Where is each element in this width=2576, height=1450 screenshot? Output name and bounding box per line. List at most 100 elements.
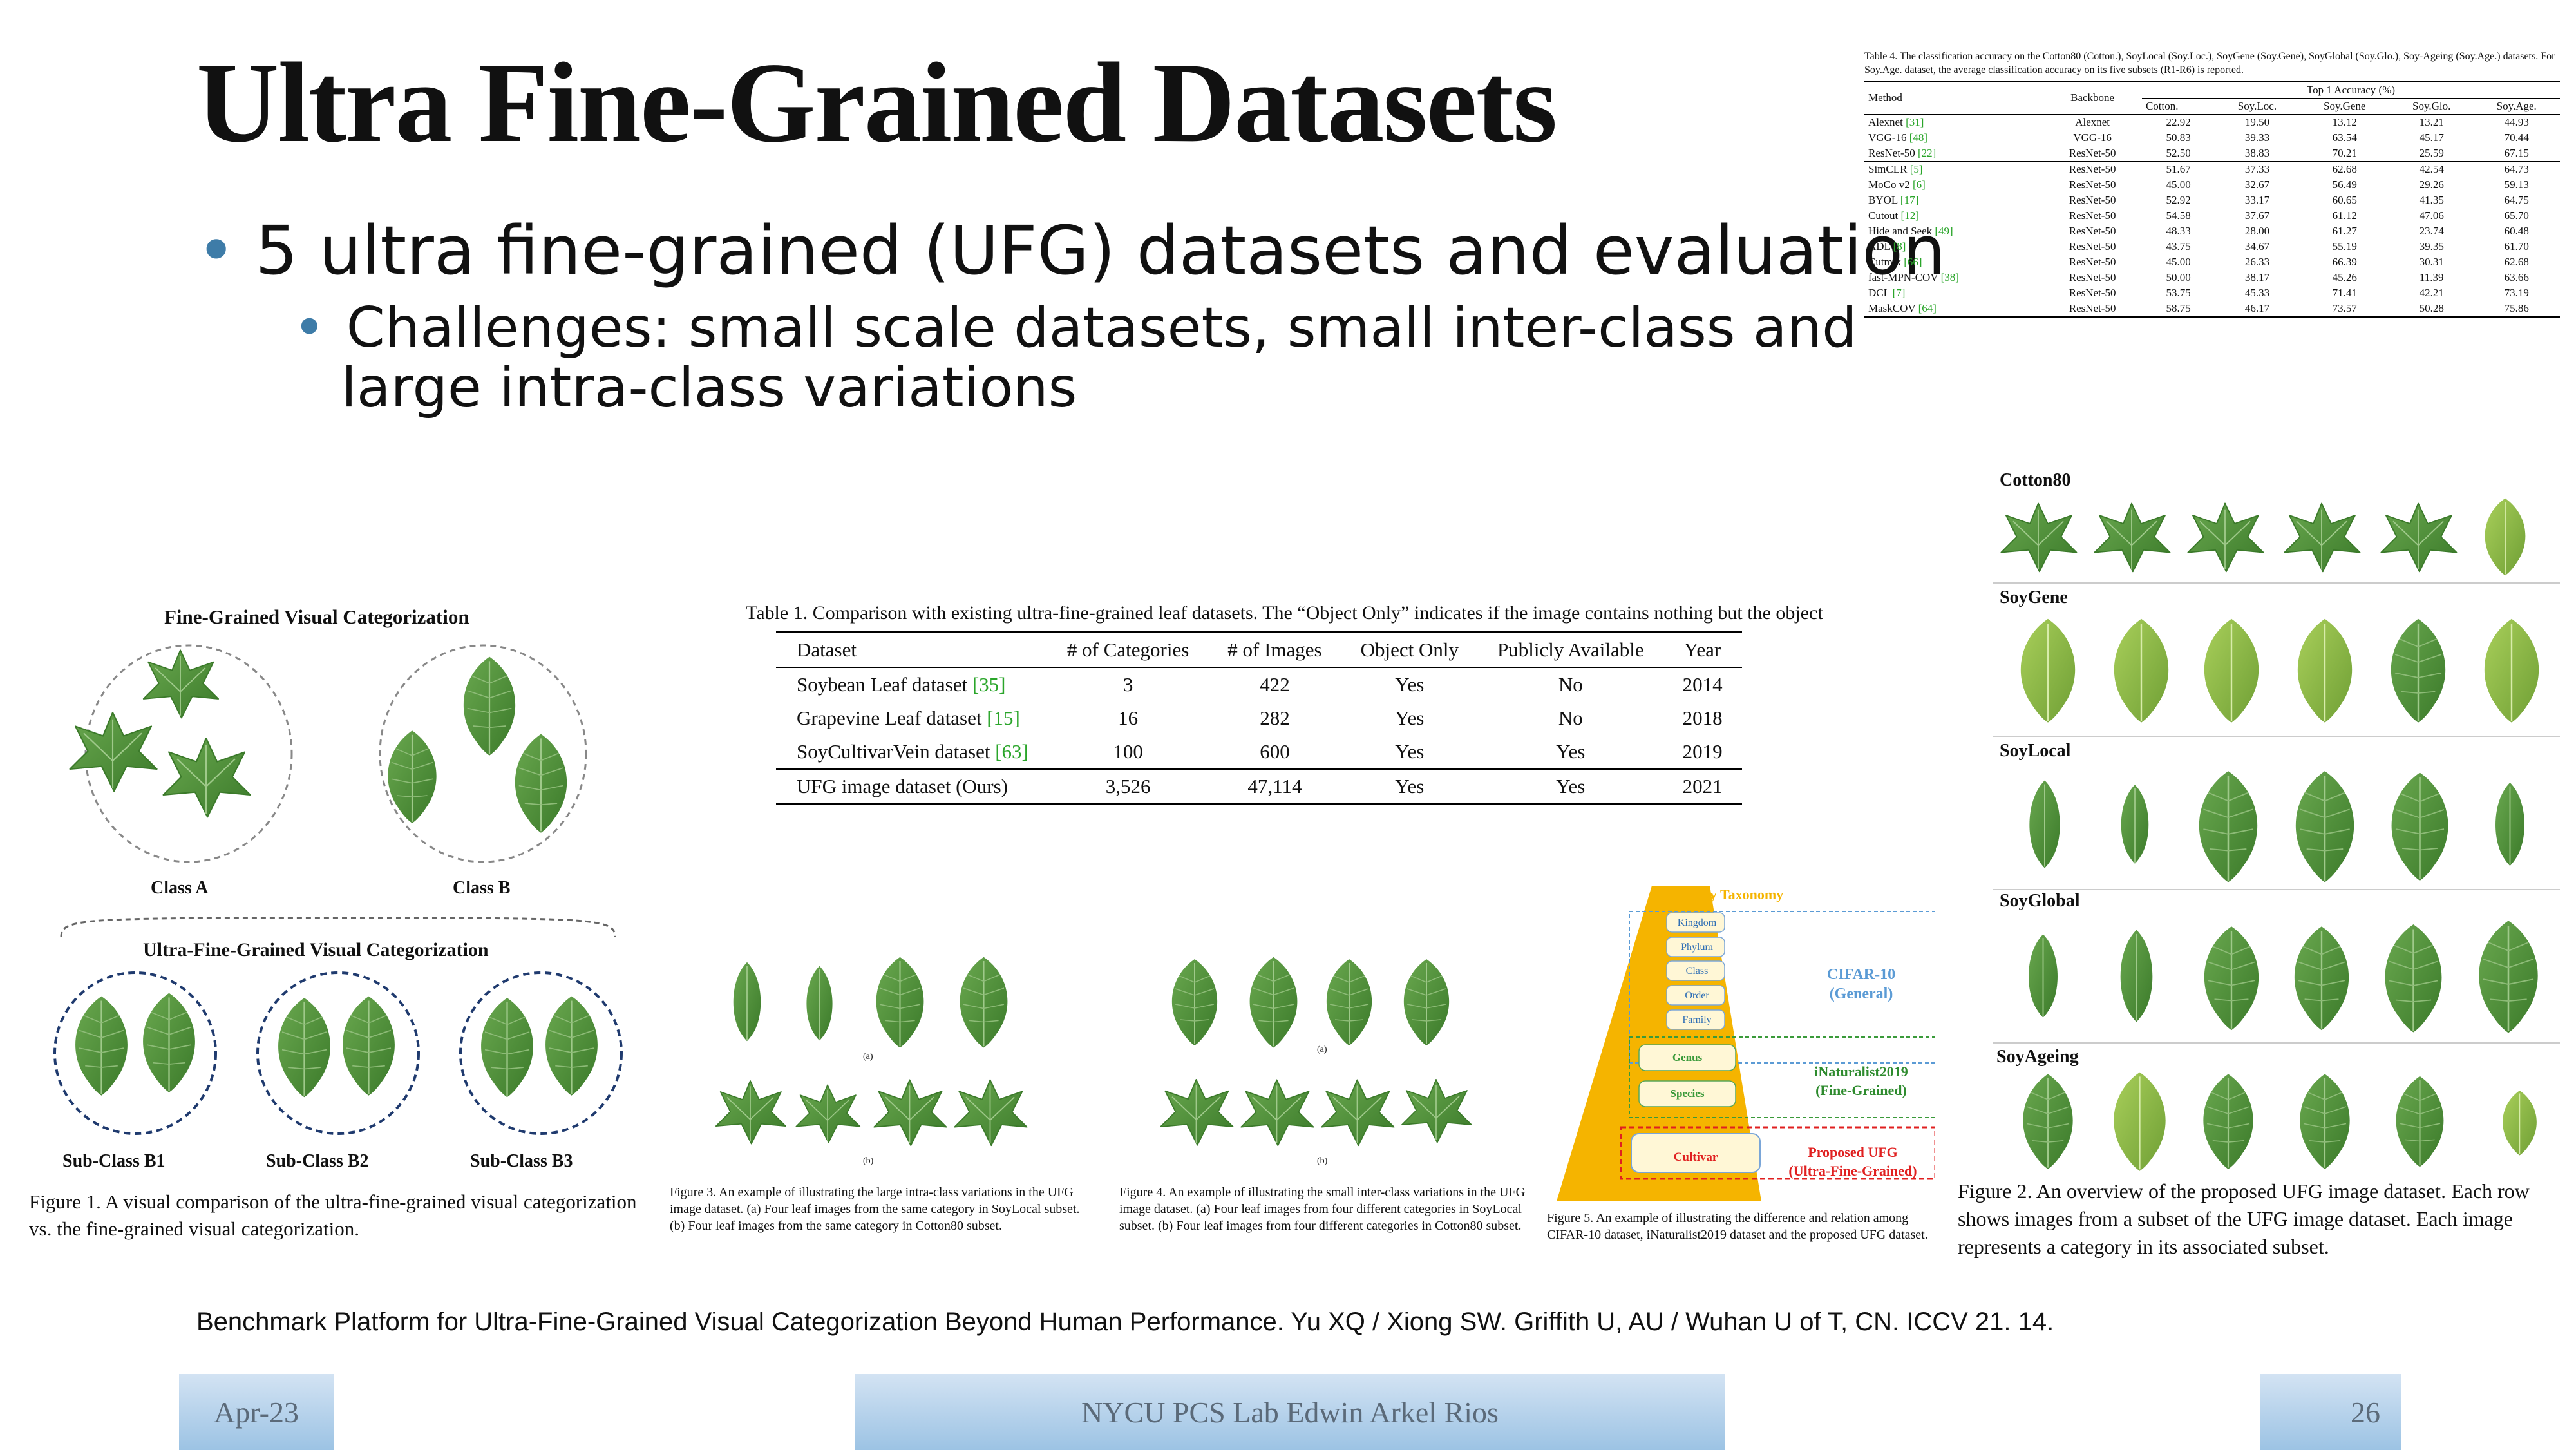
table1-cell: Yes	[1395, 673, 1425, 696]
table4-method: VGG-16	[1868, 131, 1907, 144]
table4-ref: [5]	[1909, 162, 1923, 175]
table4-value: 34.67	[2244, 240, 2270, 253]
table4-backbone: ResNet-50	[2069, 240, 2116, 253]
table1-cell: 600	[1260, 740, 1290, 763]
table4-method-cell: Hide and Seek [49]	[1864, 224, 2043, 239]
bullet-sub-line1: Challenges: small scale datasets, small …	[346, 296, 1857, 360]
table4-value: 66.39	[2332, 255, 2357, 268]
fig2-row-soyageing: SoyAgeing	[1996, 1047, 2079, 1067]
table4-value: 29.26	[2419, 178, 2444, 191]
fig2-soyglobal-leaves	[2027, 919, 2539, 1034]
bullet-main-text: 5 ultra fine-grained (UFG) datasets and …	[255, 211, 1946, 290]
table4-value: 70.21	[2332, 146, 2357, 159]
fig1-sub-b2: Sub-Class B2	[266, 1151, 369, 1171]
footer-date-box: Apr-23	[179, 1374, 334, 1450]
fig5-level-class: Class	[1685, 966, 1709, 977]
table4-method: Cutmix	[1868, 255, 1902, 268]
table4-backbone: Alexnet	[2075, 115, 2110, 128]
table4-value: 62.68	[2332, 162, 2357, 175]
table4-value: 54.58	[2166, 209, 2191, 222]
table4-value: 32.67	[2244, 178, 2270, 191]
table4-col-header: Soy.Glo.	[2412, 99, 2451, 112]
table1-cell: 282	[1260, 707, 1290, 729]
table4-value: 60.48	[2504, 224, 2529, 237]
fig5-inat-label: iNaturalist2019 (Fine-Grained)	[1784, 1063, 1938, 1100]
table4-value: 22.92	[2166, 115, 2191, 128]
table4-method-cell: MaskCOV [64]	[1864, 301, 2043, 317]
table1-row-ours: UFG image dataset (Ours) 3,526 47,114 Ye…	[776, 769, 1742, 805]
table4-value: 43.75	[2166, 240, 2191, 253]
table1-cell: Yes	[1395, 775, 1425, 797]
fig4-label-b: (b)	[1317, 1156, 1328, 1166]
table4-ref: [64]	[1918, 301, 1937, 314]
table4-value: 30.31	[2419, 255, 2444, 268]
table4-method: MoCo v2	[1868, 178, 1910, 191]
table4-value: 61.12	[2332, 209, 2357, 222]
table4-value: 63.54	[2332, 131, 2357, 144]
fig1-graphic	[60, 644, 616, 938]
bullet-dot: •	[293, 296, 326, 360]
table4-method-cell: VGG-16 [48]	[1864, 130, 2043, 146]
table1-cell: 3,526	[1105, 775, 1151, 797]
table4-value: 64.75	[2504, 193, 2529, 206]
table4-value: 13.12	[2332, 115, 2357, 128]
table1-cell: Yes	[1556, 740, 1586, 763]
fig5-graphic	[1557, 886, 1935, 1201]
table4-value: 45.00	[2166, 178, 2191, 191]
fig3-caption: Figure 3. An example of illustrating the…	[670, 1185, 1080, 1233]
fig4-graphic	[1160, 956, 1472, 1147]
table1-header: # of Categories	[1066, 638, 1189, 661]
fig2-caption: Figure 2. An overview of the proposed UF…	[1958, 1179, 2530, 1259]
fig2-soygene-leaves	[2020, 618, 2540, 723]
table4-value: 48.33	[2166, 224, 2191, 237]
table4-row: MaskCOV [64] ResNet-50 58.75 46.17 73.57 50.2…	[1864, 301, 2560, 317]
table4-method-cell: fast-MPN-COV [38]	[1864, 270, 2043, 285]
table4-value: 73.57	[2332, 301, 2357, 314]
fig4-label-a: (a)	[1317, 1045, 1327, 1054]
table4-value: 65.70	[2504, 209, 2529, 222]
table4-value: 59.13	[2504, 178, 2529, 191]
table4-ref: [12]	[1900, 209, 1919, 222]
table1-dataset-cell: SoyCultivarVein dataset [63]	[776, 735, 1048, 769]
table4-value: 62.68	[2504, 255, 2529, 268]
fig2-divider	[1993, 582, 2560, 584]
table4-row: Cutmix [66] ResNet-50 45.00 26.33 66.39 30.31…	[1864, 254, 2560, 270]
bullet-sub: • Challenges: small scale datasets, small…	[293, 298, 1857, 359]
table4-value: 44.93	[2504, 115, 2529, 128]
table1-ref: [63]	[995, 740, 1028, 763]
table1-grid: Dataset # of Categories # of Images Object …	[776, 631, 1742, 805]
fig2-row-soyglobal: SoyGlobal	[2000, 891, 2080, 911]
fig5-ufg-sub: (Ultra-Fine-Grained)	[1788, 1162, 1917, 1179]
page-number: 26	[2351, 1395, 2380, 1429]
table4-value: 63.66	[2504, 271, 2529, 283]
fig5-ufg-name: Proposed UFG	[1808, 1144, 1898, 1160]
table4-value: 61.70	[2504, 240, 2529, 253]
fig5-cifar-sub: (General)	[1829, 986, 1893, 1002]
table4-value: 42.21	[2419, 286, 2444, 299]
table4-value: 51.67	[2166, 162, 2191, 175]
fig5-inat-name: iNaturalist2019	[1814, 1064, 1908, 1080]
table1-dataset-name: Soybean Leaf dataset	[797, 673, 968, 696]
table4-value: 23.74	[2419, 224, 2444, 237]
table4-ref: [38]	[1940, 271, 1959, 283]
table4-row: ADL [8] ResNet-50 43.75 34.67 55.19 39.35 61.7…	[1864, 239, 2560, 254]
table4-value: 52.50	[2166, 146, 2191, 159]
table4-row: SimCLR [5] ResNet-50 51.67 37.33 62.68 42.54 6…	[1864, 161, 2560, 177]
table4-value: 25.59	[2419, 146, 2444, 159]
footer-center: NYCU PCS Lab Edwin Arkel Rios	[1081, 1395, 1499, 1429]
table4-value: 38.83	[2244, 146, 2270, 159]
fig5-level-species: Species	[1670, 1087, 1705, 1100]
table1-row: Soybean Leaf dataset [35] 3 422 Yes No 2014	[776, 667, 1742, 701]
table4-value: 61.27	[2332, 224, 2357, 237]
table1-ref: [15]	[987, 707, 1020, 729]
table4-value: 41.35	[2419, 193, 2444, 206]
fig5-level-order: Order	[1685, 990, 1709, 1001]
table1-cell: 2019	[1682, 740, 1723, 763]
table4-value: 45.33	[2244, 286, 2270, 299]
table4-value: 71.41	[2332, 286, 2357, 299]
table4-ref: [8]	[1893, 240, 1906, 253]
citation: Benchmark Platform for Ultra-Fine-Graine…	[196, 1308, 2054, 1336]
table4-caption: Table 4. The classification accuracy on …	[1864, 51, 2555, 75]
fig5-level-genus: Genus	[1672, 1051, 1703, 1064]
fig5-level-family: Family	[1682, 1015, 1712, 1025]
